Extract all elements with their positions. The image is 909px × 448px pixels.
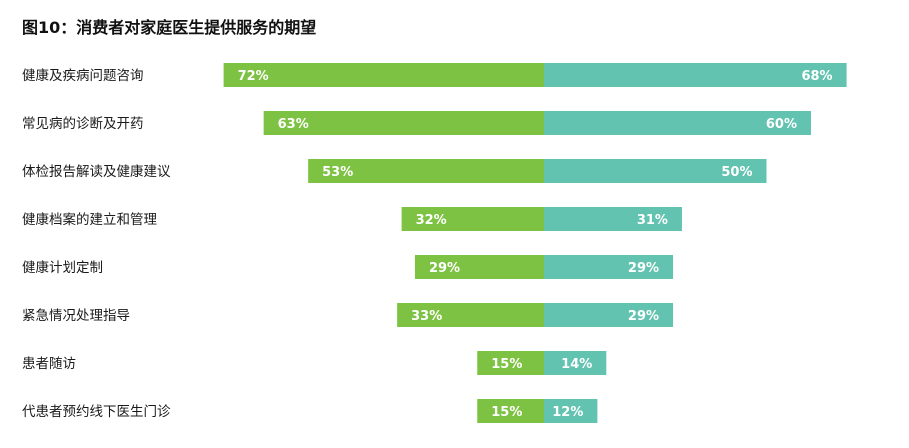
value-label-right: 14% <box>561 357 592 372</box>
chart-title: 图10：消费者对家庭医生提供服务的期望 <box>22 18 317 37</box>
bar-right <box>544 399 598 423</box>
bar-right <box>544 159 767 183</box>
value-labels: 72% 68% 63% 60% 53% 50% 32% 31% 29% 29% 33% 29% 15% 1… <box>238 69 833 420</box>
value-label-left: 53% <box>322 165 353 180</box>
bar-left <box>477 399 544 423</box>
bars <box>223 63 847 423</box>
value-label-left: 33% <box>411 309 442 324</box>
value-label-right: 31% <box>637 213 668 228</box>
bar-right <box>544 111 811 135</box>
category-label: 代患者预约线下医生门诊 <box>22 404 171 420</box>
value-label-left: 72% <box>238 69 269 84</box>
value-label-right: 60% <box>766 117 797 132</box>
bar-left <box>263 111 544 135</box>
value-label-left: 29% <box>429 261 460 276</box>
bar-left <box>477 351 544 375</box>
value-label-right: 29% <box>628 309 659 324</box>
value-label-right: 29% <box>628 261 659 276</box>
category-label: 常见病的诊断及开药 <box>22 116 144 132</box>
value-label-left: 32% <box>416 213 447 228</box>
category-label: 健康档案的建立和管理 <box>22 211 157 228</box>
value-label-left: 15% <box>491 405 522 420</box>
bar-right <box>544 63 847 87</box>
value-label-left: 15% <box>491 357 522 372</box>
bar-left <box>414 255 544 279</box>
bar-left <box>397 303 544 327</box>
category-label: 紧急情况处理指导 <box>22 308 130 324</box>
category-label: 体检报告解读及健康建议 <box>22 163 171 180</box>
bar-right <box>544 303 674 327</box>
value-label-right: 50% <box>721 165 752 180</box>
category-labels: 健康及疾病问题咨询常见病的诊断及开药体检报告解读及健康建议健康档案的建立和管理健… <box>22 67 171 420</box>
value-label-left: 63% <box>278 117 309 132</box>
bar-left <box>401 207 544 231</box>
bar-right <box>544 351 607 375</box>
bar-right <box>544 207 682 231</box>
category-label: 患者随访 <box>22 356 76 372</box>
bar-left <box>223 63 544 87</box>
bar-right <box>544 255 674 279</box>
value-label-right: 12% <box>552 405 583 420</box>
bar-left <box>308 159 544 183</box>
category-label: 健康及疾病问题咨询 <box>22 67 144 84</box>
value-label-right: 68% <box>801 69 832 84</box>
category-label: 健康计划定制 <box>22 259 103 276</box>
